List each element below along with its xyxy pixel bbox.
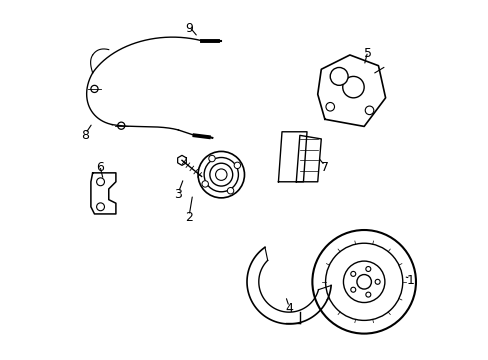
Circle shape [365, 266, 370, 271]
Circle shape [198, 152, 244, 198]
Text: 5: 5 [363, 47, 371, 60]
Text: 6: 6 [96, 161, 103, 174]
Text: 8: 8 [81, 129, 89, 142]
Circle shape [234, 162, 240, 168]
Circle shape [203, 157, 238, 192]
Polygon shape [177, 156, 186, 165]
Circle shape [325, 103, 334, 111]
Text: 7: 7 [320, 161, 328, 174]
Text: 4: 4 [285, 302, 292, 315]
Polygon shape [91, 173, 116, 214]
Circle shape [329, 67, 347, 85]
Circle shape [374, 279, 379, 284]
Circle shape [350, 287, 355, 292]
Circle shape [215, 169, 226, 180]
Text: 1: 1 [406, 274, 414, 287]
Circle shape [356, 275, 371, 289]
Circle shape [97, 203, 104, 211]
Text: 9: 9 [185, 22, 193, 35]
Polygon shape [317, 55, 385, 126]
Circle shape [342, 76, 364, 98]
Circle shape [202, 181, 208, 187]
Text: 2: 2 [185, 211, 193, 224]
Polygon shape [278, 132, 306, 182]
Circle shape [365, 292, 370, 297]
Polygon shape [296, 135, 321, 182]
Circle shape [365, 106, 373, 114]
Circle shape [350, 271, 355, 276]
Circle shape [97, 178, 104, 186]
Circle shape [209, 163, 232, 186]
Text: 3: 3 [174, 188, 182, 201]
Circle shape [208, 155, 215, 162]
Circle shape [227, 188, 233, 194]
